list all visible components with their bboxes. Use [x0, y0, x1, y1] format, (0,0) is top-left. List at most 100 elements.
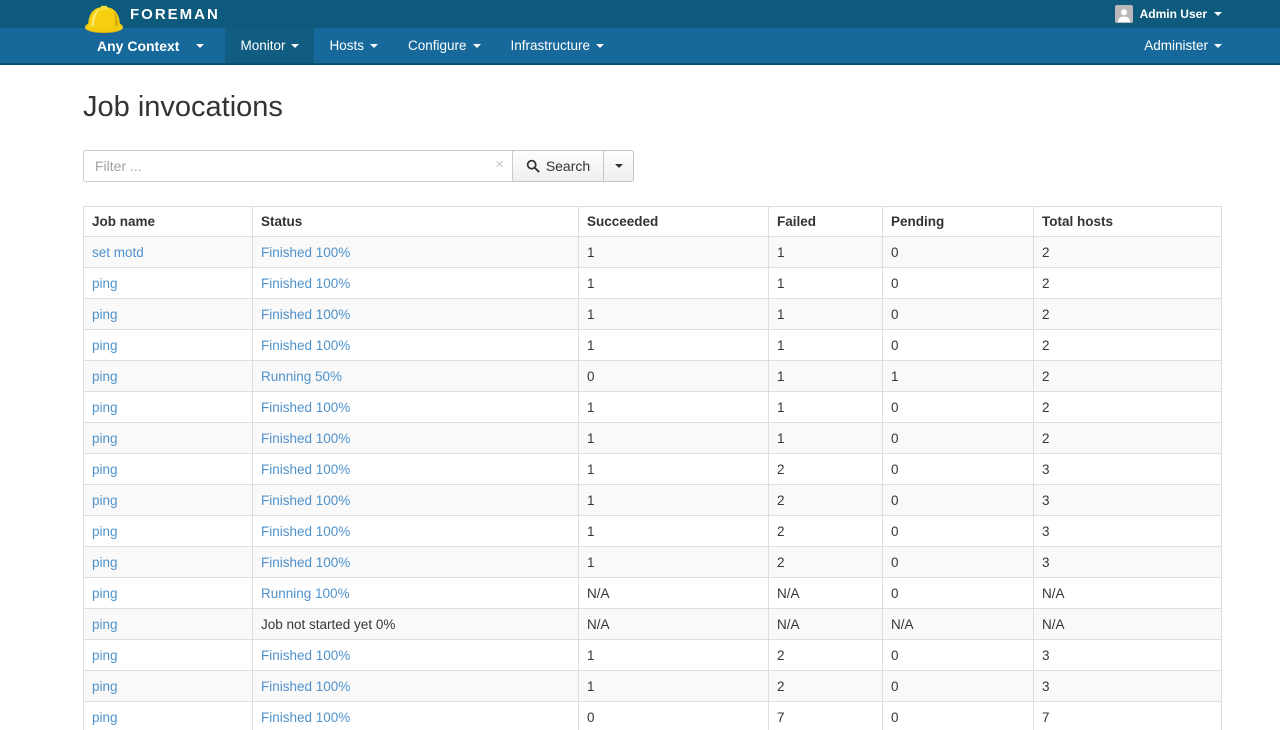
nav-item-monitor[interactable]: Monitor: [225, 28, 315, 63]
status-link[interactable]: Running 50%: [261, 368, 343, 384]
status-link[interactable]: Finished 100%: [261, 709, 351, 725]
cell-pending: 0: [882, 453, 1034, 485]
cell-pending: 0: [882, 298, 1034, 330]
status-link[interactable]: Finished 100%: [261, 306, 351, 322]
cell-job-name: ping: [83, 391, 253, 423]
caret-down-icon: [614, 164, 623, 168]
job-name-link[interactable]: ping: [92, 399, 118, 415]
status-link[interactable]: Finished 100%: [261, 523, 351, 539]
cell-total-hosts: 3: [1033, 546, 1222, 578]
job-name-link[interactable]: ping: [92, 492, 118, 508]
nav-item-administer[interactable]: Administer: [1144, 28, 1222, 63]
cell-status: Finished 100%: [252, 391, 579, 423]
clear-filter-icon[interactable]: ×: [495, 156, 504, 173]
search-options-button[interactable]: [603, 150, 634, 182]
search-icon: [526, 159, 540, 173]
cell-failed: 2: [768, 639, 883, 671]
status-link[interactable]: Finished 100%: [261, 461, 351, 477]
foreman-logo-hard-hat-icon: [84, 1, 124, 34]
job-name-link[interactable]: ping: [92, 306, 118, 322]
cell-total-hosts: 3: [1033, 453, 1222, 485]
status-link[interactable]: Finished 100%: [261, 647, 351, 663]
cell-failed: 2: [768, 453, 883, 485]
cell-failed: 7: [768, 701, 883, 730]
cell-job-name: ping: [83, 453, 253, 485]
nav-item-configure[interactable]: Configure: [393, 28, 496, 63]
nav-item-hosts[interactable]: Hosts: [314, 28, 393, 63]
cell-failed: 2: [768, 515, 883, 547]
job-name-link[interactable]: ping: [92, 523, 118, 539]
status-link[interactable]: Finished 100%: [261, 337, 351, 353]
user-menu[interactable]: Admin User: [1114, 5, 1222, 23]
search-button[interactable]: Search: [512, 150, 604, 182]
job-name-link[interactable]: ping: [92, 430, 118, 446]
job-name-link[interactable]: ping: [92, 337, 118, 353]
cell-status: Finished 100%: [252, 515, 579, 547]
context-selector[interactable]: Any Context: [97, 28, 205, 63]
caret-down-icon: [596, 43, 605, 48]
cell-succeeded: 1: [578, 236, 769, 268]
top-navbar: FOREMAN Admin User: [0, 0, 1280, 34]
caret-down-icon: [1214, 43, 1222, 48]
search-bar: × Search: [83, 150, 1221, 182]
table-row: ping Finished 100% 1 2 0 3: [83, 670, 1222, 702]
cell-succeeded: 1: [578, 267, 769, 299]
cell-job-name: ping: [83, 329, 253, 361]
cell-pending: 0: [882, 515, 1034, 547]
status-link[interactable]: Finished 100%: [261, 492, 351, 508]
job-name-link[interactable]: ping: [92, 678, 118, 694]
status-link[interactable]: Finished 100%: [261, 399, 351, 415]
cell-pending: 0: [882, 639, 1034, 671]
cell-succeeded: 1: [578, 391, 769, 423]
cell-job-name: ping: [83, 639, 253, 671]
filter-input[interactable]: [83, 150, 513, 182]
cell-pending: N/A: [882, 608, 1034, 640]
cell-status: Finished 100%: [252, 329, 579, 361]
table-row: ping Finished 100% 1 2 0 3: [83, 453, 1222, 485]
status-link[interactable]: Finished 100%: [261, 244, 351, 260]
cell-total-hosts: N/A: [1033, 577, 1222, 609]
job-name-link[interactable]: ping: [92, 709, 118, 725]
job-name-link[interactable]: ping: [92, 616, 118, 632]
status-link[interactable]: Running 100%: [261, 585, 350, 601]
job-name-link[interactable]: set motd: [92, 244, 144, 260]
cell-succeeded: 1: [578, 639, 769, 671]
job-name-link[interactable]: ping: [92, 647, 118, 663]
cell-total-hosts: 2: [1033, 422, 1222, 454]
job-name-link[interactable]: ping: [92, 554, 118, 570]
cell-status: Job not started yet 0%: [252, 608, 579, 640]
cell-pending: 0: [882, 267, 1034, 299]
job-name-link[interactable]: ping: [92, 275, 118, 291]
cell-total-hosts: 7: [1033, 701, 1222, 730]
cell-failed: N/A: [768, 577, 883, 609]
table-row: ping Finished 100% 1 2 0 3: [83, 639, 1222, 671]
main-navbar: Any Context Monitor Hosts Configure Infr…: [0, 28, 1280, 65]
cell-status: Finished 100%: [252, 298, 579, 330]
cell-total-hosts: 2: [1033, 360, 1222, 392]
cell-succeeded: 1: [578, 453, 769, 485]
job-name-link[interactable]: ping: [92, 461, 118, 477]
cell-failed: 1: [768, 267, 883, 299]
cell-total-hosts: 3: [1033, 670, 1222, 702]
col-header-job-name: Job name: [83, 206, 253, 237]
brand-name: FOREMAN: [130, 5, 220, 23]
table-row: ping Finished 100% 1 1 0 2: [83, 422, 1222, 454]
status-link[interactable]: Finished 100%: [261, 275, 351, 291]
cell-pending: 0: [882, 546, 1034, 578]
status-link[interactable]: Finished 100%: [261, 678, 351, 694]
job-name-link[interactable]: ping: [92, 585, 118, 601]
nav-item-infrastructure[interactable]: Infrastructure: [496, 28, 620, 63]
cell-job-name: ping: [83, 484, 253, 516]
status-link[interactable]: Finished 100%: [261, 430, 351, 446]
caret-down-icon: [291, 43, 300, 48]
job-name-link[interactable]: ping: [92, 368, 118, 384]
cell-succeeded: 1: [578, 422, 769, 454]
avatar: [1114, 5, 1133, 23]
cell-pending: 0: [882, 391, 1034, 423]
page-title: Job invocations: [83, 91, 283, 123]
cell-total-hosts: 2: [1033, 298, 1222, 330]
content: Job invocations × Search Job name Status: [83, 88, 1222, 730]
cell-total-hosts: 3: [1033, 484, 1222, 516]
status-link[interactable]: Finished 100%: [261, 554, 351, 570]
cell-failed: 2: [768, 546, 883, 578]
